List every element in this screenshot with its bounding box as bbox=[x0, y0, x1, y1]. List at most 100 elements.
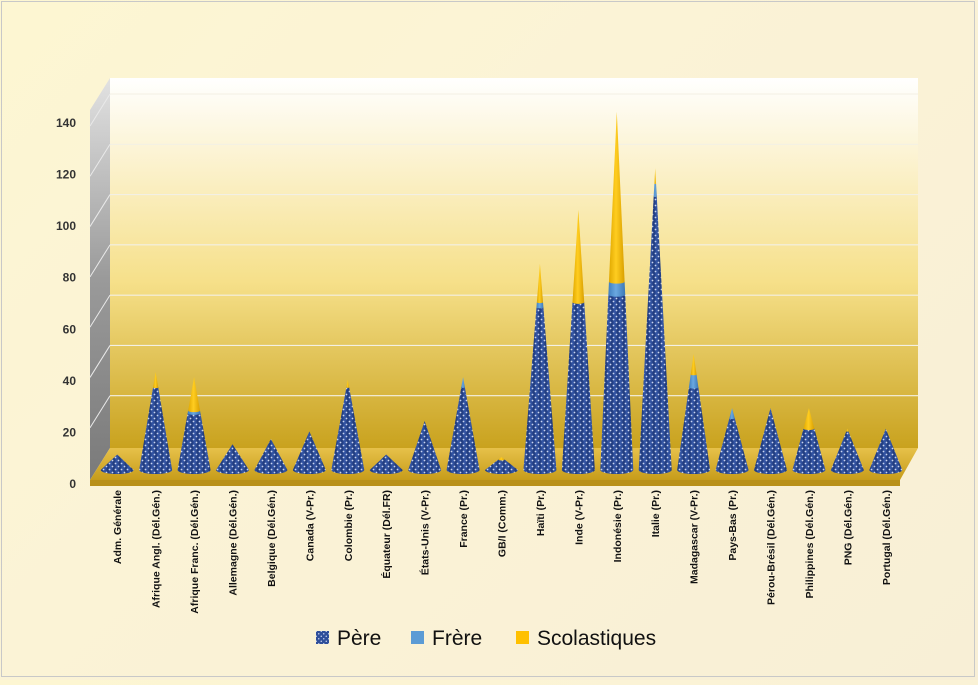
bar-scolastiques-segment bbox=[346, 379, 350, 388]
bar-scolastiques-segment bbox=[654, 168, 657, 184]
x-tick-label: Équateur (Dél.FR) bbox=[380, 490, 393, 579]
bar-group bbox=[292, 431, 326, 474]
bar-scolastiques-segment bbox=[536, 263, 544, 304]
x-tick-label: Portugal (Dél.Gén.) bbox=[881, 490, 893, 585]
bar-scolastiques-segment bbox=[846, 428, 849, 432]
bar-pre-segment bbox=[292, 431, 326, 474]
bar-pre-segment bbox=[561, 300, 595, 474]
y-tick-label: 60 bbox=[63, 322, 77, 336]
bar-group bbox=[523, 263, 557, 474]
legend-item: Père bbox=[316, 627, 381, 650]
legend-item: Frère bbox=[411, 627, 482, 650]
bars bbox=[100, 111, 903, 475]
bar-group bbox=[754, 408, 787, 474]
legend-swatch bbox=[516, 631, 529, 644]
bar-pre-segment bbox=[523, 306, 557, 474]
bar-pre-segment bbox=[216, 444, 249, 474]
bar-frre-segment bbox=[688, 373, 699, 389]
bar-pre-segment bbox=[369, 454, 403, 474]
bar-group bbox=[830, 428, 864, 474]
y-tick-label: 80 bbox=[63, 271, 77, 285]
x-tick-label: Haïti (Pr.) bbox=[535, 490, 547, 536]
x-tick-label: Afrique Angl. (Dél.Gén.) bbox=[151, 490, 163, 608]
x-tick-label: Belgique (Dél.Gén.) bbox=[266, 490, 278, 587]
legend-swatch bbox=[411, 631, 424, 644]
x-tick-label: PNG (Dél.Gén.) bbox=[842, 490, 854, 565]
bar-group bbox=[715, 408, 749, 474]
x-tick-label: Italie (Pr.) bbox=[650, 490, 662, 537]
x-tick-label: Inde (V-Pr.) bbox=[573, 490, 585, 545]
bar-scolastiques-segment bbox=[153, 372, 159, 389]
bar-pre-segment bbox=[254, 439, 288, 474]
bar-scolastiques-segment bbox=[608, 111, 625, 284]
bar-group bbox=[561, 209, 595, 474]
legend-label: Père bbox=[337, 627, 381, 650]
bar-pre-segment bbox=[177, 411, 211, 474]
bar-group bbox=[638, 168, 672, 475]
bar-group bbox=[600, 111, 634, 474]
side-gridline bbox=[89, 194, 111, 227]
bar-scolastiques-segment bbox=[498, 457, 505, 461]
bar-group bbox=[446, 377, 480, 474]
x-tick-label: Colombie (Pr.) bbox=[343, 490, 355, 561]
y-tick-label: 20 bbox=[63, 425, 77, 439]
x-tick-label: Pérou-Brésil (Dél.Gén.) bbox=[766, 490, 778, 605]
legend: Père Frère Scolastiques bbox=[316, 627, 656, 650]
x-tick-label: Afrique Franc. (Dél.Gén.) bbox=[189, 490, 201, 614]
legend-item: Scolastiques bbox=[516, 627, 656, 650]
bar-pre-segment bbox=[754, 408, 787, 474]
bar-pre-segment bbox=[139, 386, 173, 474]
bar-pre-segment bbox=[715, 417, 749, 474]
legend-label: Scolastiques bbox=[537, 627, 656, 650]
bar-group bbox=[177, 377, 211, 474]
bar-scolastiques-segment bbox=[803, 408, 815, 431]
bar-group bbox=[408, 421, 442, 474]
side-gridline bbox=[89, 345, 111, 378]
y-axis: 0 20 40 60 80 100 120 140 bbox=[56, 116, 76, 491]
x-tick-label: Allemagne (Dél.Gén.) bbox=[228, 490, 240, 596]
bar-pre-segment bbox=[485, 458, 518, 474]
bar-group bbox=[677, 353, 711, 474]
side-wall bbox=[90, 78, 110, 480]
bar-pre-segment bbox=[446, 387, 480, 474]
bar-group bbox=[254, 439, 288, 474]
bar-frre-segment bbox=[653, 183, 657, 198]
bar-pre-segment bbox=[100, 454, 134, 474]
bar-pre-segment bbox=[869, 428, 903, 474]
bar-group bbox=[369, 454, 403, 474]
x-tick-label: Madagascar (V-Pr.) bbox=[689, 490, 701, 584]
floor-front bbox=[90, 480, 900, 486]
bar-pre-segment bbox=[792, 427, 826, 474]
bar-pre-segment bbox=[408, 421, 442, 474]
x-tick-label: États-Unis (V-Pr.) bbox=[419, 490, 432, 575]
x-tick-label: Canada (V-Pr.) bbox=[304, 490, 316, 561]
bar-group bbox=[485, 457, 518, 474]
bar-group bbox=[792, 408, 826, 474]
bar-group bbox=[139, 372, 173, 474]
bar-scolastiques-segment bbox=[690, 353, 697, 376]
y-tick-label: 0 bbox=[69, 477, 76, 491]
y-tick-label: 120 bbox=[56, 168, 76, 182]
bar-frre-segment bbox=[461, 377, 465, 388]
side-gridline bbox=[89, 294, 111, 328]
bar-pre-segment bbox=[600, 292, 634, 474]
x-tick-label: Adm. Générale bbox=[112, 490, 124, 564]
x-tick-label: France (Pr.) bbox=[458, 490, 470, 548]
legend-label: Frère bbox=[432, 627, 482, 650]
bar-pre-segment bbox=[331, 387, 365, 474]
bar-group bbox=[100, 454, 134, 474]
x-tick-label: Indonésie (Pr.) bbox=[612, 490, 624, 562]
bar-group bbox=[331, 379, 365, 474]
y-tick-label: 140 bbox=[56, 116, 76, 130]
side-gridline bbox=[89, 244, 111, 278]
back-wall bbox=[110, 78, 918, 448]
bar-group bbox=[869, 428, 903, 474]
side-gridline bbox=[89, 93, 111, 127]
x-tick-label: GB/I (Comm.) bbox=[497, 490, 509, 557]
bar-frre-segment bbox=[536, 301, 544, 309]
y-tick-label: 40 bbox=[63, 374, 77, 388]
bar-pre-segment bbox=[830, 431, 864, 474]
bar-pre-segment bbox=[677, 386, 711, 474]
bar-frre-segment bbox=[729, 408, 735, 420]
